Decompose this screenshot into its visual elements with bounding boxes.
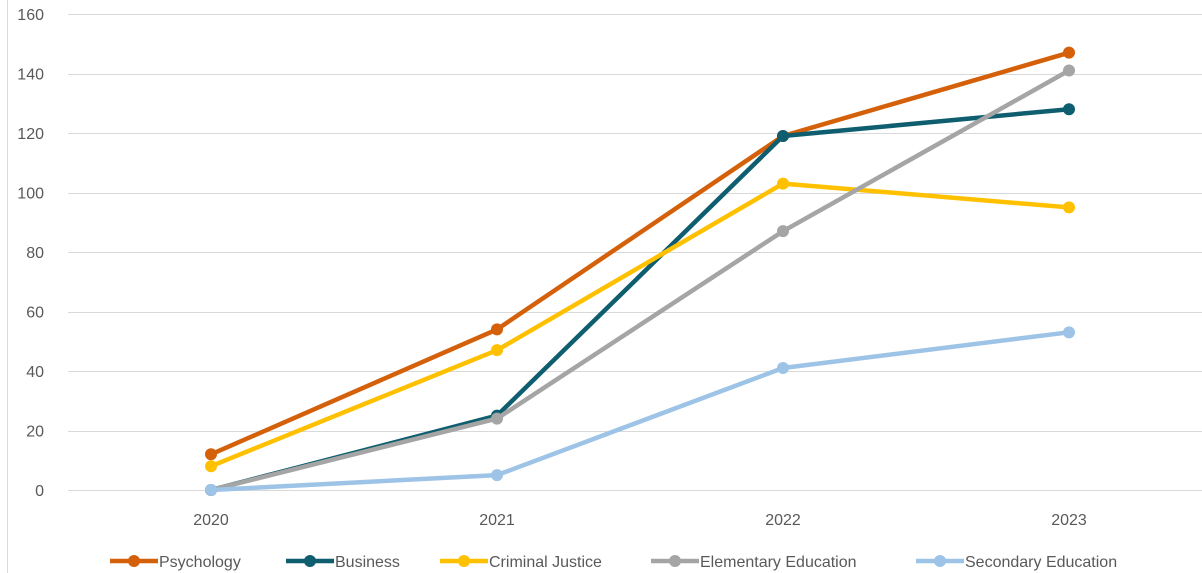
data-point xyxy=(777,129,789,142)
legend-item: Elementary Education xyxy=(651,554,857,571)
data-point xyxy=(777,177,789,190)
legend-item: Criminal Justice xyxy=(440,554,602,571)
data-point xyxy=(1063,201,1075,214)
data-point xyxy=(491,323,503,336)
legend-label: Criminal Justice xyxy=(489,554,602,571)
data-point xyxy=(1063,64,1075,77)
legend-item: Psychology xyxy=(110,554,241,571)
series-line xyxy=(208,330,1072,493)
legend-marker xyxy=(304,555,316,567)
data-point xyxy=(1063,103,1075,116)
data-point xyxy=(777,362,789,375)
series-line xyxy=(208,106,1072,493)
legend: Psychology Business Criminal Justice Elemen… xyxy=(110,554,1117,571)
legend-marker xyxy=(458,555,470,567)
y-tick-label: 60 xyxy=(26,305,44,322)
series-secondary-education xyxy=(205,326,1075,496)
series-lines xyxy=(205,46,1075,496)
y-tick-label: 20 xyxy=(26,424,44,441)
legend-marker xyxy=(934,555,946,567)
x-tick-label: 2021 xyxy=(479,512,515,529)
series-business xyxy=(205,103,1075,496)
y-tick-label: 160 xyxy=(17,7,44,24)
data-point xyxy=(491,344,503,357)
legend-label: Business xyxy=(335,554,400,571)
y-tick-label: 80 xyxy=(26,245,44,262)
x-tick-label: 2020 xyxy=(193,512,229,529)
gridlines xyxy=(7,0,1202,573)
data-point xyxy=(777,225,789,238)
legend-label: Elementary Education xyxy=(700,554,857,571)
series-psychology xyxy=(205,46,1075,461)
series-line xyxy=(208,50,1072,457)
legend-label: Secondary Education xyxy=(965,554,1117,571)
data-point xyxy=(205,484,217,496)
y-tick-label: 0 xyxy=(35,483,44,500)
y-tick-label: 40 xyxy=(26,364,44,381)
legend-label: Psychology xyxy=(159,554,241,571)
legend-marker xyxy=(669,555,681,567)
axes: 0 20 40 60 80 100 120 140 160 2020 2021 2022 2023 xyxy=(17,7,1087,529)
series-criminal-justice xyxy=(205,177,1075,473)
data-point xyxy=(205,460,217,473)
legend-item: Secondary Education xyxy=(916,554,1117,571)
data-point xyxy=(491,469,503,482)
y-tick-label: 140 xyxy=(17,67,44,84)
y-tick-label: 100 xyxy=(17,186,44,203)
data-point xyxy=(1063,46,1075,59)
series-line xyxy=(208,68,1072,493)
x-tick-label: 2022 xyxy=(765,512,801,529)
data-point xyxy=(205,448,217,461)
x-tick-label: 2023 xyxy=(1051,512,1087,529)
data-point xyxy=(491,412,503,425)
data-point xyxy=(1063,326,1075,339)
legend-item: Business xyxy=(286,554,400,571)
series-line xyxy=(208,181,1072,469)
legend-marker xyxy=(128,555,140,567)
y-tick-label: 120 xyxy=(17,126,44,143)
